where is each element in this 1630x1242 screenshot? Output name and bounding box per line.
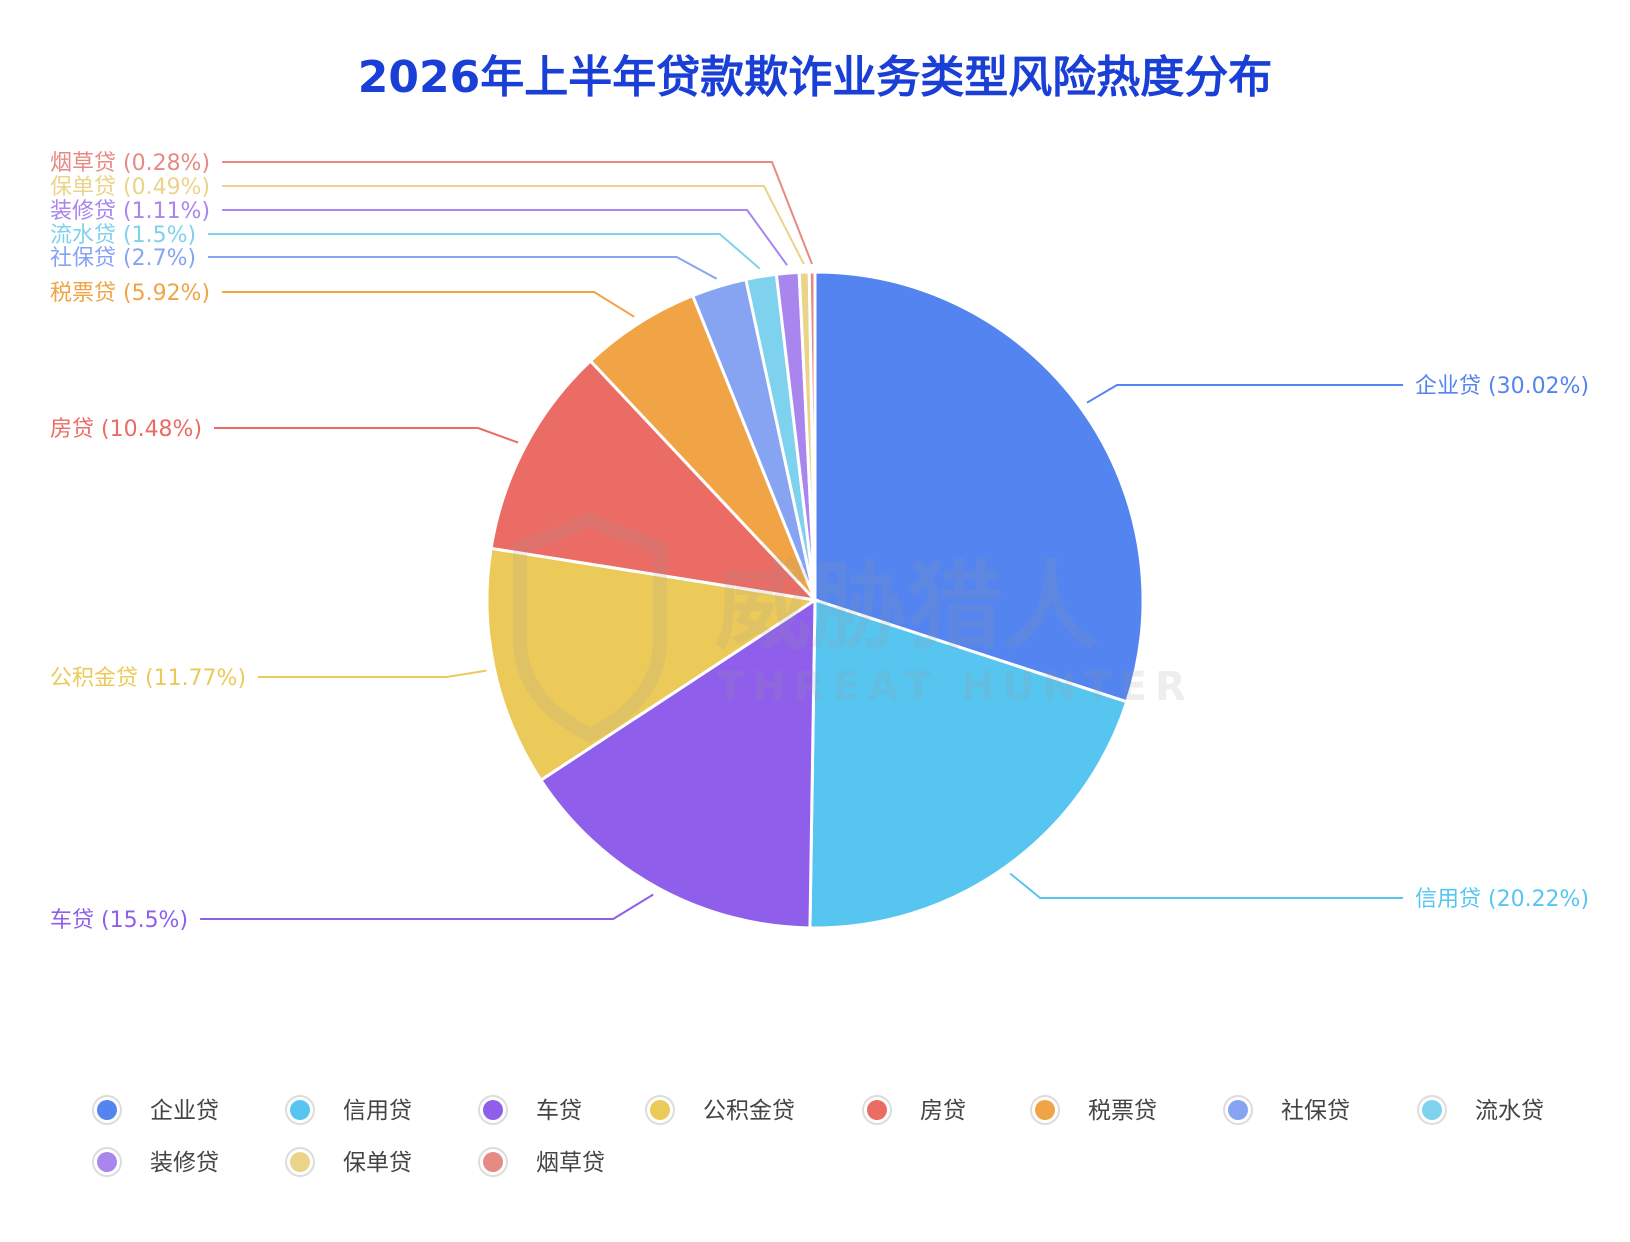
leader-line-2	[1009, 872, 1403, 899]
slice-label-7: 社保贷 (2.7%)	[50, 246, 196, 271]
leader-line-9	[222, 209, 788, 266]
slice-label-10: 保单贷 (0.49%)	[50, 175, 210, 200]
legend-label: 烟草贷	[536, 1150, 605, 1176]
leader-line-4	[258, 669, 487, 678]
pie-slice-3[interactable]	[538, 597, 817, 930]
legend-marker	[1422, 1100, 1442, 1120]
slice-label-6: 税票贷 (5.92%)	[50, 281, 210, 306]
watermark: 威胁猎人 THREAT HUNTER	[513, 512, 1194, 743]
legend-label: 房贷	[920, 1098, 966, 1124]
pie-slices	[485, 270, 1145, 930]
slice-label-8: 流水贷 (1.5%)	[50, 223, 196, 248]
chart-title: 2026年上半年贷款欺诈业务类型风险热度分布	[358, 52, 1272, 103]
legend-item-4[interactable]: 公积金贷	[645, 1095, 795, 1125]
legend-marker	[483, 1100, 503, 1120]
slice-label-11: 烟草贷 (0.28%)	[50, 151, 210, 176]
slice-label-5: 房贷 (10.48%)	[50, 417, 202, 442]
leader-line-11	[222, 161, 813, 265]
slice-label-2: 信用贷 (20.22%)	[1415, 887, 1589, 912]
legend-label: 税票贷	[1088, 1098, 1157, 1124]
pie-slice-4[interactable]	[485, 546, 820, 783]
legend-item-11[interactable]: 烟草贷	[478, 1147, 605, 1177]
legend-marker	[483, 1152, 503, 1172]
legend-item-1[interactable]: 企业贷	[92, 1095, 219, 1125]
pie-slice-11[interactable]	[807, 270, 817, 601]
legend-item-9[interactable]: 装修贷	[92, 1147, 219, 1177]
leader-line-10	[222, 185, 805, 265]
legend-item-3[interactable]: 车贷	[478, 1095, 582, 1125]
legend-label: 流水贷	[1475, 1098, 1544, 1124]
leader-line-5	[214, 427, 519, 444]
slice-label-1: 企业贷 (30.02%)	[1415, 374, 1589, 399]
legend-marker	[1228, 1100, 1248, 1120]
legend-label: 信用贷	[343, 1098, 412, 1124]
legend-label: 车贷	[536, 1098, 582, 1124]
pie-slice-1[interactable]	[813, 270, 1145, 704]
pie-slice-5[interactable]	[489, 358, 820, 603]
leader-line-1	[1086, 384, 1403, 404]
leader-line-6	[222, 291, 635, 318]
pie-slice-2[interactable]	[808, 597, 1129, 930]
leader-line-3	[200, 893, 654, 920]
legend-item-8[interactable]: 流水贷	[1417, 1095, 1544, 1125]
legend-label: 企业贷	[150, 1098, 219, 1124]
slice-labels: 企业贷 (30.02%) 信用贷 (20.22%) 车贷 (15.5%) 公积金贷 (…	[50, 151, 1589, 933]
legend-item-10[interactable]: 保单贷	[285, 1147, 412, 1177]
pie-slice-6[interactable]	[588, 293, 817, 602]
legend-marker	[290, 1152, 310, 1172]
watermark-en-text: THREAT HUNTER	[717, 664, 1194, 710]
watermark-shield-icon	[513, 512, 667, 743]
legend-label: 社保贷	[1281, 1098, 1350, 1124]
legend-item-7[interactable]: 社保贷	[1223, 1095, 1350, 1125]
legend-marker	[867, 1100, 887, 1120]
legend-marker	[1035, 1100, 1055, 1120]
legend-item-2[interactable]: 信用贷	[285, 1095, 412, 1125]
leader-line-7	[208, 256, 718, 280]
legend-label: 保单贷	[343, 1150, 412, 1176]
legend-marker	[97, 1152, 117, 1172]
legend-marker	[650, 1100, 670, 1120]
watermark-cn-text: 威胁猎人	[715, 551, 1099, 663]
slice-label-4: 公积金贷 (11.77%)	[50, 666, 246, 691]
leader-line-8	[208, 233, 761, 270]
legend-marker	[97, 1100, 117, 1120]
legend-marker	[290, 1100, 310, 1120]
legend-label: 装修贷	[150, 1150, 219, 1176]
slice-label-3: 车贷 (15.5%)	[50, 908, 188, 933]
slice-label-9: 装修贷 (1.11%)	[50, 199, 210, 224]
legend-label: 公积金贷	[703, 1098, 795, 1124]
legend-item-6[interactable]: 税票贷	[1030, 1095, 1157, 1125]
legend-item-5[interactable]: 房贷	[862, 1095, 966, 1125]
